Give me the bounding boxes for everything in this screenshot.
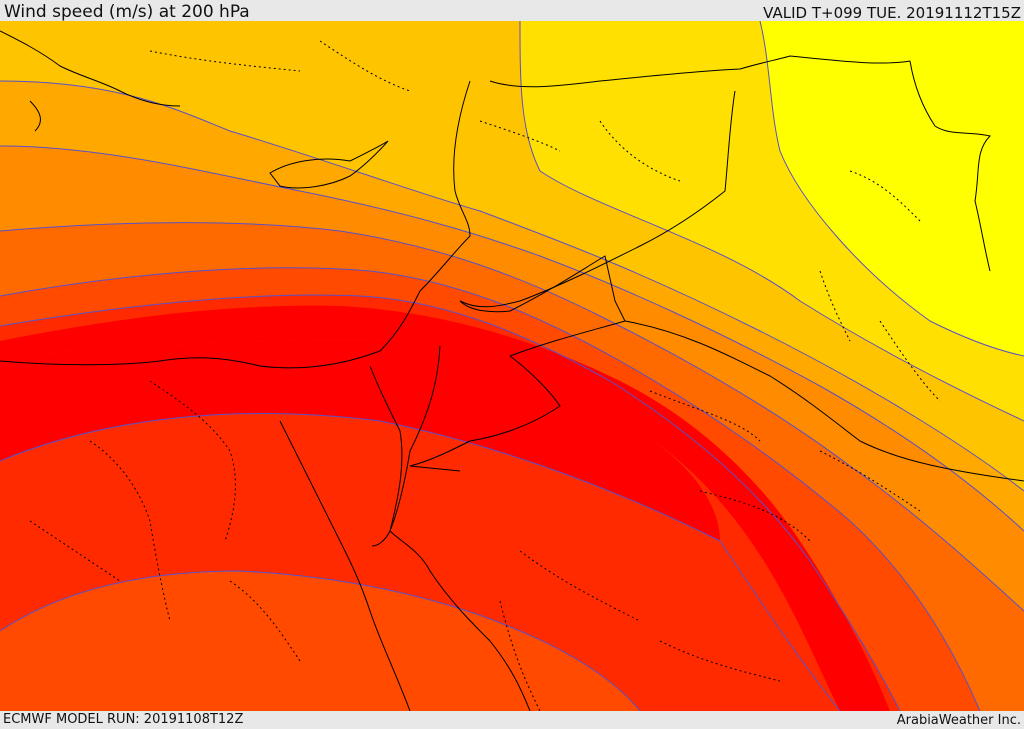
credit-label: ArabiaWeather Inc. (896, 713, 1021, 728)
map-title: Wind speed (m/s) at 200 hPa (4, 2, 250, 22)
band-red-core-lower (0, 339, 720, 541)
map-header: Wind speed (m/s) at 200 hPa VALID T+099 … (0, 0, 1024, 21)
country-borders (0, 30, 1024, 711)
wind-speed-map[interactable] (0, 21, 1024, 711)
band-bright-yellow (760, 21, 1024, 356)
band-red-core (0, 305, 890, 711)
band-lower-orange (0, 571, 640, 711)
isotach-lines (0, 21, 1024, 711)
province-borders (29, 40, 941, 711)
valid-time: VALID T+099 TUE. 20191112T15Z (763, 4, 1021, 22)
map-canvas (0, 21, 1024, 711)
model-run-label: ECMWF MODEL RUN: 20191108T12Z (3, 712, 244, 727)
map-footer: ECMWF MODEL RUN: 20191108T12Z ArabiaWeat… (0, 711, 1024, 729)
